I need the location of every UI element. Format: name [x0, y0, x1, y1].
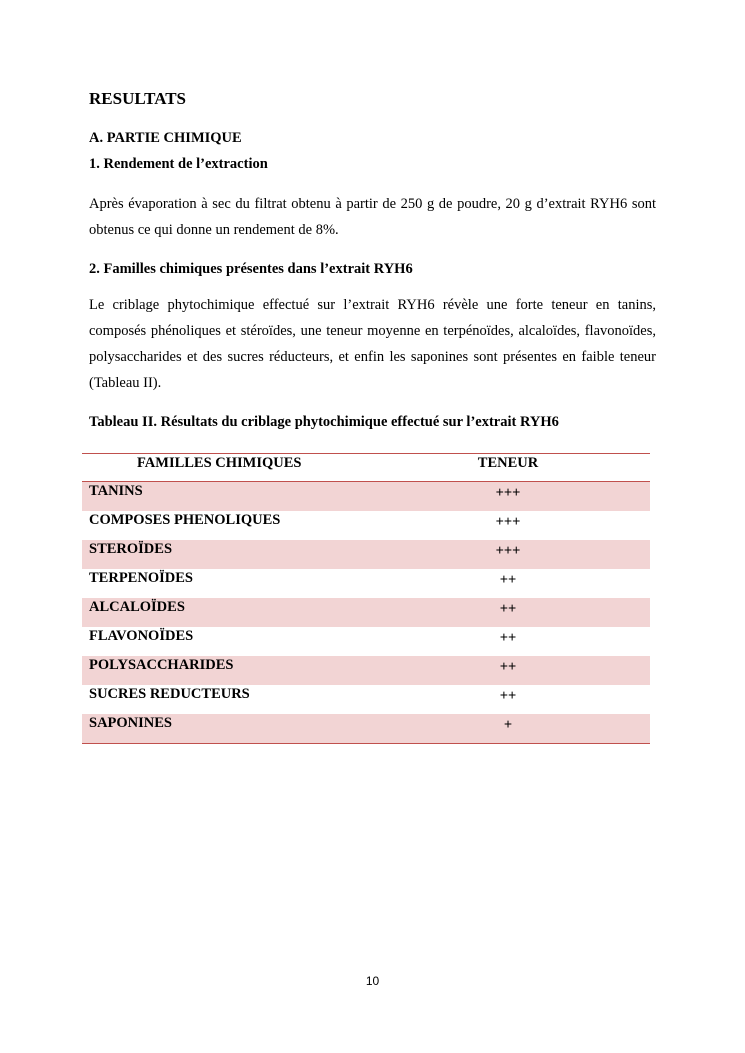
table-row: ALCALOÏDES ++: [82, 598, 650, 627]
table-row: SUCRES REDUCTEURS ++: [82, 685, 650, 714]
table-row: TANINS +++: [82, 481, 650, 511]
teneur-cell: ++: [499, 688, 517, 704]
teneur-cell: ++: [499, 630, 517, 646]
table-header-row: FAMILLES CHIMIQUES TENEUR: [82, 453, 650, 482]
teneur-cell: ++: [499, 572, 517, 588]
table-row: FLAVONOÏDES ++: [82, 627, 650, 656]
page-number: 10: [365, 974, 380, 988]
paragraph-2: Le criblage phytochimique effectué sur l…: [89, 297, 656, 391]
famille-cell: FLAVONOÏDES: [89, 628, 194, 644]
famille-cell: TERPENOÏDES: [89, 570, 193, 586]
subheading-2: 2. Familles chimiques présentes dans l’e…: [89, 261, 413, 277]
section-heading-a: A. PARTIE CHIMIQUE: [89, 130, 242, 146]
results-table: FAMILLES CHIMIQUES TENEUR TANINS +++ COMPO…: [82, 453, 650, 744]
teneur-cell: +++: [366, 540, 650, 569]
famille-cell: COMPOSES PHENOLIQUES: [89, 512, 281, 528]
header-familles: FAMILLES CHIMIQUES: [82, 453, 366, 482]
famille-cell: SUCRES REDUCTEURS: [89, 686, 250, 702]
famille-cell: ALCALOÏDES: [82, 598, 366, 627]
table-caption: Tableau II. Résultats du criblage phytoc…: [89, 414, 559, 430]
table-row: STEROÏDES +++: [82, 540, 650, 569]
table-row: COMPOSES PHENOLIQUES +++: [82, 511, 650, 540]
teneur-cell: +++: [495, 514, 521, 530]
subheading-1: 1. Rendement de l’extraction: [89, 156, 268, 172]
famille-cell: POLYSACCHARIDES: [82, 656, 366, 685]
famille-cell: SAPONINES: [82, 714, 366, 744]
page-title: RESULTATS: [89, 89, 187, 108]
famille-cell: STEROÏDES: [82, 540, 366, 569]
header-teneur: TENEUR: [366, 453, 650, 482]
teneur-cell: +++: [366, 481, 650, 511]
paragraph-1: Après évaporation à sec du filtrat obten…: [89, 196, 656, 238]
teneur-cell: ++: [366, 598, 650, 627]
teneur-cell: ++: [366, 656, 650, 685]
table-row: TERPENOÏDES ++: [82, 569, 650, 598]
table-row: SAPONINES +: [82, 714, 650, 744]
teneur-cell: +: [366, 714, 650, 744]
famille-cell: TANINS: [82, 481, 366, 511]
table-row: POLYSACCHARIDES ++: [82, 656, 650, 685]
